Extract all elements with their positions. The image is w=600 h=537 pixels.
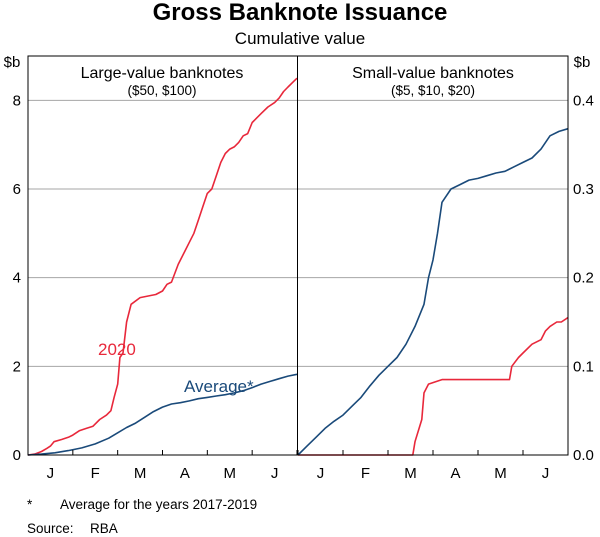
left-y-tick-label: 2 [13,358,21,375]
right-panel-subtitle: ($5, $10, $20) [391,83,475,98]
right-x-tick-label: F [361,465,370,482]
right-x-tick-label: J [542,465,550,482]
source-note: Source: RBA [27,521,118,537]
right-y-tick-label: 0.2 [573,270,594,287]
left-y-tick-label: 4 [13,270,21,287]
footnote-marker: * [27,497,33,512]
right-x-tick-label: A [450,465,460,482]
series-label-average: Average* [184,377,254,396]
right-series-2020-line [298,316,569,456]
footnote-text: Average for the years 2017-2019 [60,497,258,512]
left-y-tick-label: 6 [13,181,21,198]
right-y-tick-label: 0.3 [573,181,594,198]
left-panel-title: Large-value banknotes [81,65,244,82]
chart-title: Gross Banknote Issuance [152,0,448,26]
right-x-tick-label: M [404,465,417,482]
right-y-tick-label: 0.4 [573,92,594,109]
left-y-tick-label: 0 [13,447,21,464]
left-series-average-line [27,373,298,456]
right-y-tick-label: 0.1 [573,358,594,375]
right-series-average-line [297,127,569,456]
left-panel-subtitle: ($50, $100) [127,83,196,98]
right-x-tick-label: J [317,465,325,482]
chart-subtitle: Cumulative value [234,29,366,48]
series-label-2020: 2020 [98,340,136,359]
right-y-tick-label: 0.0 [573,447,594,464]
left-x-tick-label: A [180,465,190,482]
left-axis-unit: $b [4,54,21,71]
left-y-tick-label: 8 [13,92,21,109]
left-x-tick-label: F [91,465,100,482]
right-x-tick-label: M [494,465,507,482]
right-axis-unit: $b [574,54,591,71]
left-x-tick-label: M [134,465,147,482]
right-panel-title: Small-value banknotes [352,65,514,82]
left-series-2020-line [27,77,298,456]
footnote: * Average for the years 2017-2019 [27,497,257,513]
left-x-tick-label: J [271,465,279,482]
source-value: RBA [90,521,118,536]
source-label: Source: [27,521,74,536]
left-x-tick-label: J [47,465,55,482]
left-x-tick-label: M [224,465,237,482]
